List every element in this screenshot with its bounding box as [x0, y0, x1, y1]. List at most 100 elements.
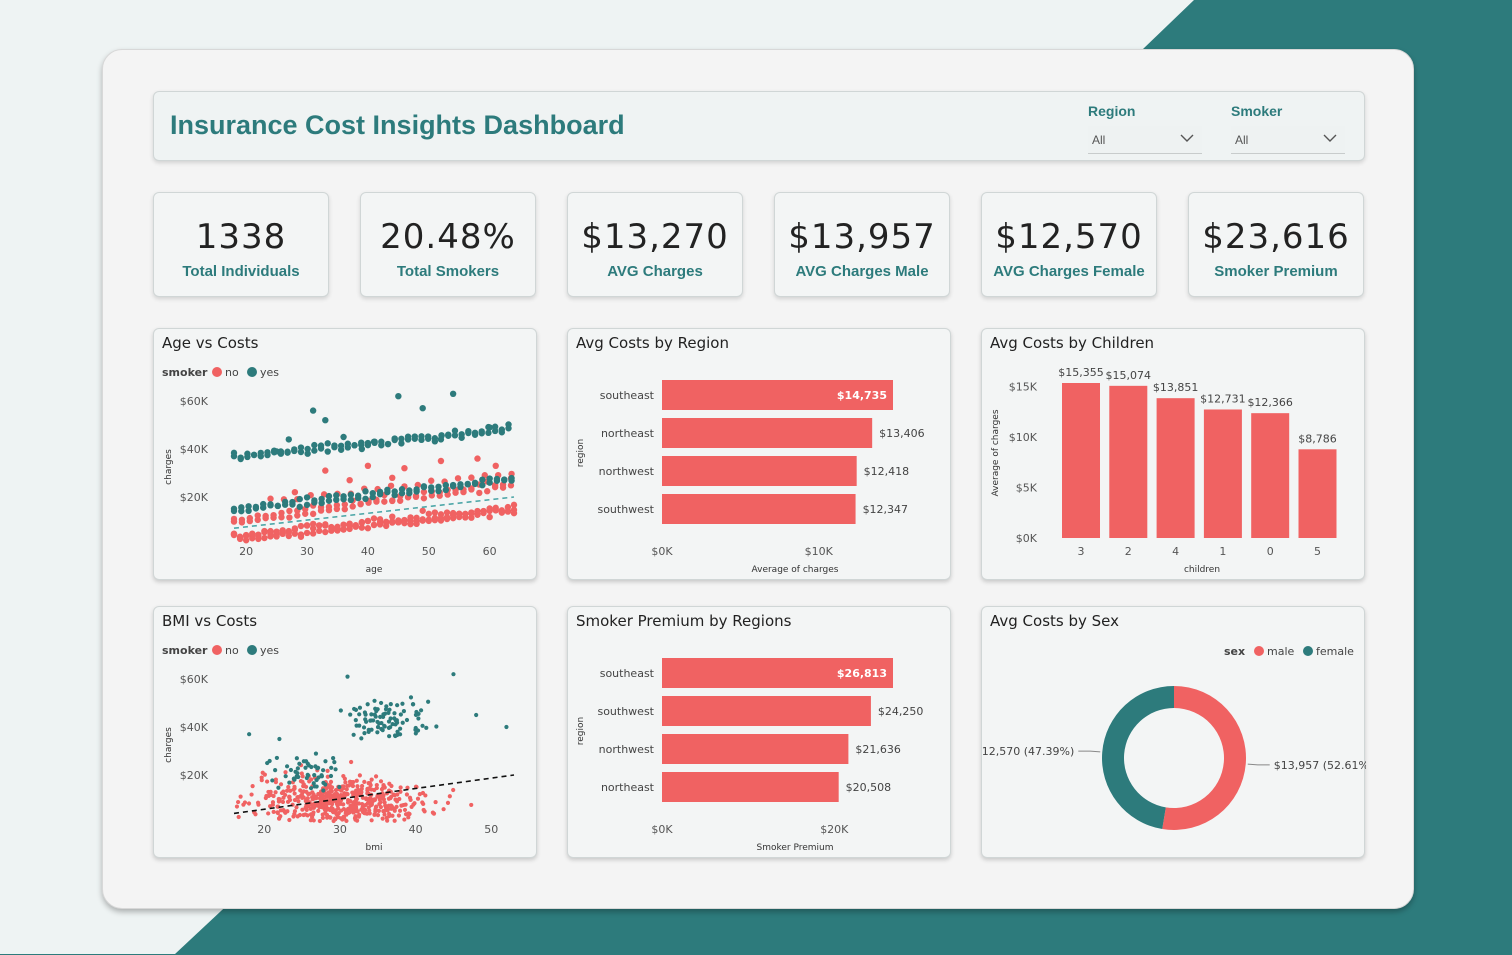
- scatter-point-no: [279, 527, 285, 533]
- scatter-point-yes: [323, 782, 327, 786]
- scatter-point-no: [261, 535, 267, 541]
- scatter-point-yes: [314, 751, 318, 755]
- scatter-point-no: [300, 808, 304, 812]
- scatter-point-no: [261, 529, 267, 535]
- scatter-point-no: [273, 790, 277, 794]
- chart-avg-costs-by-region[interactable]: southeast $14,735 northeast $13,406 northwes…: [567, 328, 951, 580]
- x-tick-label: 5: [1314, 545, 1321, 558]
- x-axis-title: Smoker Premium: [756, 843, 833, 853]
- scatter-point-yes: [370, 490, 376, 496]
- scatter-point-no: [311, 812, 315, 816]
- legend-marker-female: [1303, 646, 1313, 656]
- y-tick-label: $40K: [180, 721, 209, 734]
- scatter-point-no: [393, 809, 397, 813]
- scatter-point-no: [339, 816, 343, 820]
- data-label: $12,366: [1247, 396, 1293, 409]
- data-label: $12,418: [864, 465, 910, 478]
- scatter-point-no: [264, 794, 268, 798]
- scatter-point-yes: [398, 436, 404, 442]
- y-tick-label: $15K: [1009, 381, 1038, 394]
- y-tick-label: $60K: [180, 673, 209, 686]
- scatter-point-no: [310, 511, 316, 517]
- scatter-point-no: [292, 525, 298, 531]
- region-dropdown[interactable]: All: [1088, 126, 1202, 154]
- scatter-point-yes: [400, 702, 404, 706]
- scatter-point-yes: [376, 725, 380, 729]
- scatter-point-no: [419, 508, 425, 514]
- scatter-point-no: [346, 520, 352, 526]
- scatter-point-yes: [492, 424, 498, 430]
- category-label: southwest: [597, 705, 654, 718]
- scatter-point-yes: [310, 407, 316, 413]
- scatter-point-yes: [472, 432, 478, 438]
- age-scatter-plot: smoker no yes$20K$40K$60K20 30 40 50 60agechar…: [154, 329, 538, 581]
- scatter-point-yes: [405, 718, 409, 722]
- scatter-point-yes: [379, 701, 383, 705]
- chart-title: Age vs Costs: [162, 334, 258, 352]
- scatter-point-no: [352, 800, 356, 804]
- scatter-point-yes: [304, 494, 310, 500]
- chart-avg-costs-by-children[interactable]: $0K $5K $10K $15K $15,355 3 $15,074 2 $13,851 4 $1…: [981, 328, 1365, 580]
- scatter-point-no: [408, 796, 412, 800]
- scatter-point-no: [381, 498, 387, 504]
- x-tick-label: 40: [409, 823, 423, 836]
- scatter-point-no: [426, 511, 432, 517]
- scatter-point-no: [367, 781, 371, 785]
- scatter-point-no: [360, 784, 364, 788]
- scatter-point-no: [309, 807, 313, 811]
- scatter-point-yes: [472, 480, 478, 486]
- scatter-point-yes: [381, 728, 385, 732]
- scatter-point-no: [432, 811, 436, 815]
- scatter-point-no: [278, 510, 284, 516]
- scatter-point-yes: [465, 481, 471, 487]
- scatter-point-yes: [387, 734, 391, 738]
- chart-age-vs-costs[interactable]: smoker no yes $20K $40K $60K 20 30 40 50 60 age char…: [153, 328, 537, 580]
- scatter-point-yes: [345, 675, 349, 679]
- scatter-point-no: [247, 515, 253, 521]
- scatter-point-no: [390, 804, 394, 808]
- chart-avg-costs-by-sex[interactable]: sex male female $13,957 (52.61%) $12,570 (47…: [981, 606, 1365, 858]
- scatter-point-no: [287, 795, 291, 799]
- scatter-point-no: [362, 811, 366, 815]
- scatter-point-yes: [339, 708, 343, 712]
- smoker-dropdown[interactable]: All: [1231, 126, 1345, 154]
- scatter-point-yes: [340, 434, 346, 440]
- scatter-point-no: [359, 519, 365, 525]
- scatter-point-no: [450, 510, 456, 516]
- scatter-point-yes: [291, 448, 297, 454]
- scatter-point-yes: [375, 730, 379, 734]
- scatter-point-yes: [357, 712, 361, 716]
- scatter-point-no: [438, 458, 444, 464]
- scatter-point-yes: [318, 496, 324, 502]
- legend-item-male: male: [1267, 645, 1295, 658]
- scatter-point-no: [255, 531, 261, 537]
- scatter-point-no: [407, 514, 413, 520]
- scatter-point-no: [377, 516, 383, 522]
- scatter-point-yes: [411, 702, 415, 706]
- column-5: [1299, 449, 1337, 538]
- chart-bmi-vs-costs[interactable]: smoker no yes $20K $40K $60K 20 30 40 50 bmi charge…: [153, 606, 537, 858]
- scatter-point-yes: [385, 441, 391, 447]
- scatter-point-yes: [244, 451, 250, 457]
- scatter-point-yes: [354, 708, 358, 712]
- scatter-point-no: [286, 785, 290, 789]
- scatter-point-yes: [323, 759, 327, 763]
- chart-title: Avg Costs by Sex: [990, 612, 1119, 630]
- scatter-point-yes: [443, 482, 449, 488]
- scatter-point-yes: [414, 713, 418, 717]
- chart-smoker-premium-by-regions[interactable]: southeast $26,813 southwest $24,250 northwes…: [567, 606, 951, 858]
- kpi-value: $13,957: [775, 217, 949, 261]
- legend-marker-yes: [247, 367, 257, 377]
- scatter-point-yes: [309, 786, 313, 790]
- scatter-point-yes: [384, 704, 388, 708]
- scatter-point-yes: [355, 493, 361, 499]
- scatter-point-no: [378, 800, 382, 804]
- kpi-label: AVG Charges Male: [775, 263, 949, 280]
- scatter-point-no: [292, 812, 296, 816]
- scatter-point-no: [468, 510, 474, 516]
- y-axis-title: region: [576, 439, 586, 467]
- scatter-point-yes: [367, 728, 371, 732]
- column-0: [1251, 413, 1289, 538]
- scatter-point-no: [301, 784, 305, 788]
- premium-bar-chart: southeast $26,813southwest $24,250northwes…: [568, 607, 952, 859]
